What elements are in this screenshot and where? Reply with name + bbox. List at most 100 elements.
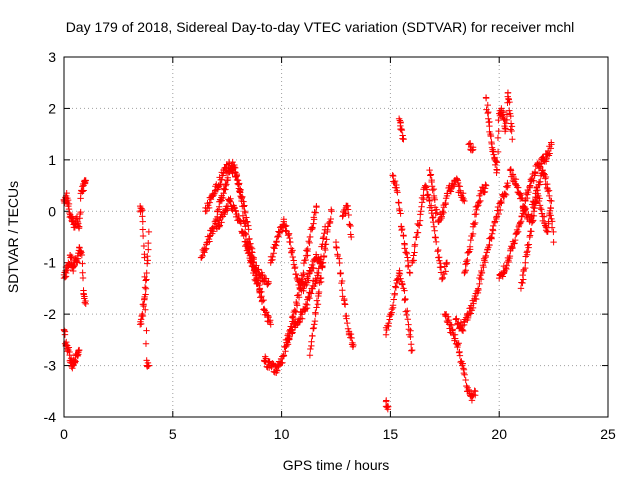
data-point: [273, 366, 280, 374]
data-point: [79, 274, 87, 282]
data-point: [143, 269, 150, 277]
data-point: [550, 238, 557, 246]
data-point: [508, 127, 515, 135]
data-point: [500, 115, 507, 122]
data-point: [79, 260, 86, 267]
data-point: [202, 245, 210, 252]
data-point: [141, 254, 148, 261]
data-point: [548, 197, 555, 205]
data-point: [212, 217, 220, 225]
data-point: [324, 226, 331, 234]
data-point: [525, 188, 532, 196]
data-point: [505, 258, 512, 266]
data-point: [503, 183, 510, 190]
data-point: [308, 338, 315, 345]
data-point: [514, 228, 522, 235]
data-point: [320, 253, 328, 261]
data-point: [145, 246, 152, 253]
data-point: [460, 365, 467, 372]
data-point: [520, 207, 528, 215]
data-point: [438, 210, 446, 218]
data-point: [343, 315, 350, 322]
data-point: [503, 116, 511, 124]
data-point: [516, 191, 523, 198]
data-point: [340, 295, 348, 303]
data-point: [431, 227, 438, 234]
data-point: [389, 302, 397, 309]
data-point: [439, 274, 446, 282]
data-point: [403, 249, 410, 256]
data-point: [403, 311, 410, 319]
data-point: [476, 280, 483, 288]
data-point: [347, 222, 354, 230]
data-point: [507, 167, 515, 174]
data-point: [431, 196, 439, 204]
x-tick-label: 10: [274, 426, 290, 442]
data-point: [284, 339, 291, 346]
data-point: [403, 250, 411, 257]
data-point: [145, 239, 152, 247]
data-point: [252, 262, 260, 269]
data-point: [488, 138, 495, 146]
data-point: [288, 330, 296, 337]
data-point: [520, 266, 528, 273]
data-point: [473, 206, 480, 214]
data-point: [536, 163, 544, 170]
x-tick-label: 5: [169, 426, 177, 442]
data-point: [61, 273, 69, 281]
data-point: [345, 211, 352, 219]
data-point: [288, 313, 296, 321]
data-point: [81, 299, 89, 306]
data-point: [140, 302, 147, 310]
data-point: [260, 296, 267, 304]
data-point: [240, 203, 247, 210]
data-point: [486, 241, 493, 249]
data-point: [499, 109, 507, 116]
data-point: [64, 345, 71, 352]
x-tick-label: 15: [383, 426, 399, 442]
data-point: [139, 312, 147, 320]
data-point: [472, 388, 479, 395]
data-point: [509, 171, 517, 179]
data-point: [222, 182, 229, 189]
data-point: [480, 189, 488, 196]
data-point: [265, 313, 272, 321]
data-point: [326, 219, 334, 227]
y-axis-label: SDTVAR / TECUs: [5, 181, 21, 293]
data-point: [484, 101, 491, 109]
data-point: [449, 326, 456, 333]
y-tick-label: 2: [48, 100, 56, 116]
data-point: [234, 177, 242, 184]
data-point: [507, 112, 514, 120]
data-point: [231, 163, 238, 171]
data-point: [270, 250, 277, 257]
data-point: [494, 134, 502, 142]
data-point: [254, 279, 262, 287]
data-point: [291, 307, 298, 314]
data-point: [464, 314, 472, 322]
data-point: [304, 245, 311, 253]
data-point: [407, 340, 415, 348]
data-point: [516, 190, 524, 197]
data-point: [450, 181, 458, 188]
data-point: [467, 236, 474, 244]
data-point: [139, 218, 146, 225]
data-point: [220, 190, 227, 197]
data-point: [397, 119, 404, 127]
data-point: [520, 276, 527, 283]
data-point: [310, 264, 317, 272]
data-point: [255, 266, 262, 274]
data-point: [224, 176, 232, 184]
data-point: [477, 197, 484, 205]
data-point: [494, 207, 501, 214]
data-point: [401, 241, 408, 248]
data-point: [264, 312, 272, 319]
data-point: [282, 222, 290, 229]
data-point: [307, 345, 314, 353]
data-point: [66, 351, 73, 359]
data-point: [203, 239, 210, 246]
data-point: [400, 136, 407, 143]
data-point: [246, 246, 253, 254]
data-point: [391, 290, 398, 297]
data-point: [429, 186, 436, 194]
